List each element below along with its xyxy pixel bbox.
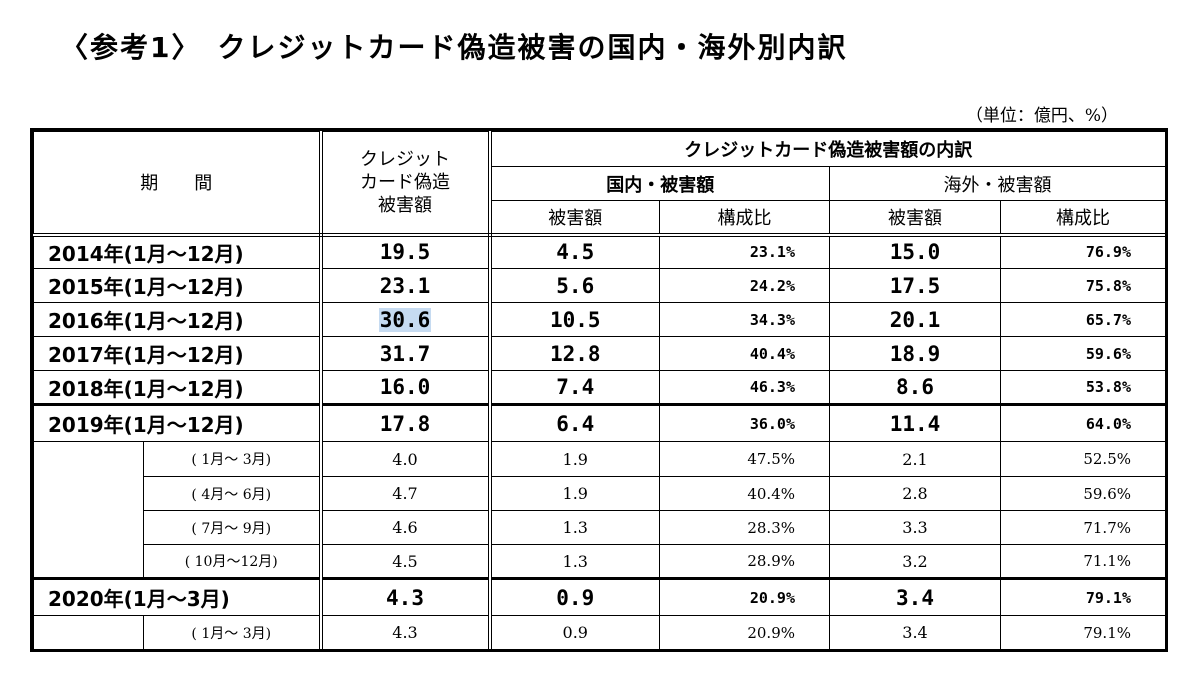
row-domestic-ratio: 36.0% [659,403,830,442]
page-title: 〈参考1〉 クレジットカード偽造被害の国内・海外別内訳 [60,31,848,64]
row-total: 4.6 [320,510,492,545]
row-period: ( 1月～ 3月) [143,441,323,477]
row-overseas-amount: 3.4 [829,615,1001,650]
row-domestic-amount: 1.9 [489,441,660,477]
row-overseas-amount: 15.0 [829,234,1001,269]
row-total: 4.0 [320,441,492,477]
row-domestic-ratio: 20.9% [659,577,830,616]
table-row: ( 1月～ 3月) 4.0 1.9 47.5% 2.1 52.5% [33,441,1166,579]
row-total: 23.1 [320,268,492,303]
row-overseas-amount: 3.2 [829,544,1001,579]
row-domestic-ratio: 40.4% [659,336,830,371]
row-total: 4.5 [320,544,492,579]
row-domestic-amount: 1.3 [489,544,660,579]
row-overseas-ratio: 79.1% [1000,577,1166,616]
row-total: 31.7 [320,336,492,371]
row-total: 19.5 [320,234,492,269]
row-period: 2017年(1月～12月) [33,336,323,371]
row-domestic-amount: 0.9 [489,615,660,650]
row-overseas-ratio: 71.1% [1000,544,1166,579]
row-period: ( 10月～12月) [143,544,323,579]
header-period: 期 間 [33,131,323,237]
row-overseas-ratio: 75.8% [1000,268,1166,303]
row-domestic-ratio: 20.9% [659,615,830,650]
row-overseas-amount: 20.1 [829,302,1001,337]
row-period: ( 7月～ 9月) [143,510,323,545]
row-overseas-amount: 2.8 [829,476,1001,511]
row-total: 4.7 [320,476,492,511]
header-total: クレジット カード偽造 被害額 [320,131,492,237]
header-overseas-ratio: 構成比 [1000,200,1166,237]
row-overseas-amount: 3.4 [829,577,1001,616]
row-domestic-amount: 5.6 [489,268,660,303]
row-total: 17.8 [320,403,492,442]
row-domestic-ratio: 28.9% [659,544,830,579]
row-total[interactable]: 30.6 [320,302,492,337]
row-domestic-ratio: 40.4% [659,476,830,511]
indent-spacer [33,441,144,579]
table-row: 2017年(1月～12月) 31.7 12.8 40.4% 18.9 59.6% [33,336,1166,371]
row-period: 2020年(1月～3月) [33,577,323,616]
row-overseas-ratio: 71.7% [1000,510,1166,545]
unit-note: （単位：億円、%） [965,106,1118,126]
row-period: 2016年(1月～12月) [33,302,323,337]
header-domestic-amount: 被害額 [489,200,660,237]
table-row: 2019年(1月～12月) 17.8 6.4 36.0% 11.4 64.0% [33,403,1166,442]
row-overseas-ratio: 76.9% [1000,234,1166,269]
row-domestic-amount: 1.9 [489,476,660,511]
row-overseas-ratio: 53.8% [1000,370,1166,405]
table-row: 2015年(1月～12月) 23.1 5.6 24.2% 17.5 75.8% [33,268,1166,303]
row-domestic-amount: 4.5 [489,234,660,269]
damage-table: 期 間 クレジット カード偽造 被害額 クレジットカード偽造被害額の内訳 国内・… [30,128,1168,652]
table-row: 2018年(1月～12月) 16.0 7.4 46.3% 8.6 53.8% [33,370,1166,405]
row-period: 2018年(1月～12月) [33,370,323,405]
row-overseas-ratio: 79.1% [1000,615,1166,650]
row-period: 2015年(1月～12月) [33,268,323,303]
row-domestic-amount: 10.5 [489,302,660,337]
row-domestic-amount: 1.3 [489,510,660,545]
header-overseas-amount: 被害額 [829,200,1001,237]
row-overseas-ratio: 52.5% [1000,441,1166,477]
row-overseas-amount: 2.1 [829,441,1001,477]
row-period: 2014年(1月～12月) [33,234,323,269]
row-domestic-amount: 0.9 [489,577,660,616]
header-domestic: 国内・被害額 [489,166,830,201]
row-period: ( 1月～ 3月) [143,615,323,650]
table-row: ( 1月～ 3月) 4.3 0.9 20.9% 3.4 79.1% [33,615,1166,650]
header-domestic-ratio: 構成比 [659,200,830,237]
row-overseas-amount: 3.3 [829,510,1001,545]
row-overseas-ratio: 64.0% [1000,403,1166,442]
row-overseas-amount: 18.9 [829,336,1001,371]
header-overseas: 海外・被害額 [829,166,1166,201]
table-row: 2014年(1月～12月) 19.5 4.5 23.1% 15.0 76.9% [33,234,1166,269]
row-overseas-amount: 8.6 [829,370,1001,405]
row-domestic-amount: 12.8 [489,336,660,371]
header-breakdown: クレジットカード偽造被害額の内訳 [489,131,1166,167]
table-row: ( 4月～ 6月) 4.7 1.9 40.4% 2.8 59.6% [34,476,1166,511]
row-overseas-amount: 17.5 [829,268,1001,303]
row-domestic-ratio: 46.3% [659,370,830,405]
row-overseas-ratio: 59.6% [1000,476,1166,511]
row-period: ( 4月～ 6月) [143,476,323,511]
row-domestic-ratio: 24.2% [659,268,830,303]
row-domestic-ratio: 23.1% [659,234,830,269]
row-overseas-ratio: 59.6% [1000,336,1166,371]
row-domestic-ratio: 47.5% [659,441,830,477]
row-domestic-amount: 7.4 [489,370,660,405]
row-total: 16.0 [320,370,492,405]
row-domestic-ratio: 28.3% [659,510,830,545]
row-period: 2019年(1月～12月) [33,403,323,442]
indent-spacer [33,615,144,650]
selected-text-highlight[interactable]: 30.6 [378,307,432,332]
row-total: 4.3 [320,615,492,650]
table-row: 2020年(1月～3月) 4.3 0.9 20.9% 3.4 79.1% [33,577,1166,616]
row-domestic-amount: 6.4 [489,403,660,442]
row-overseas-ratio: 65.7% [1000,302,1166,337]
row-overseas-amount: 11.4 [829,403,1001,442]
table-row: ( 10月～12月) 4.5 1.3 28.9% 3.2 71.1% [34,544,1166,579]
table-row: ( 7月～ 9月) 4.6 1.3 28.3% 3.3 71.7% [34,510,1166,545]
row-domestic-ratio: 34.3% [659,302,830,337]
table-row: 2016年(1月～12月) 30.6 10.5 34.3% 20.1 65.7% [33,302,1166,337]
row-total: 4.3 [320,577,492,616]
